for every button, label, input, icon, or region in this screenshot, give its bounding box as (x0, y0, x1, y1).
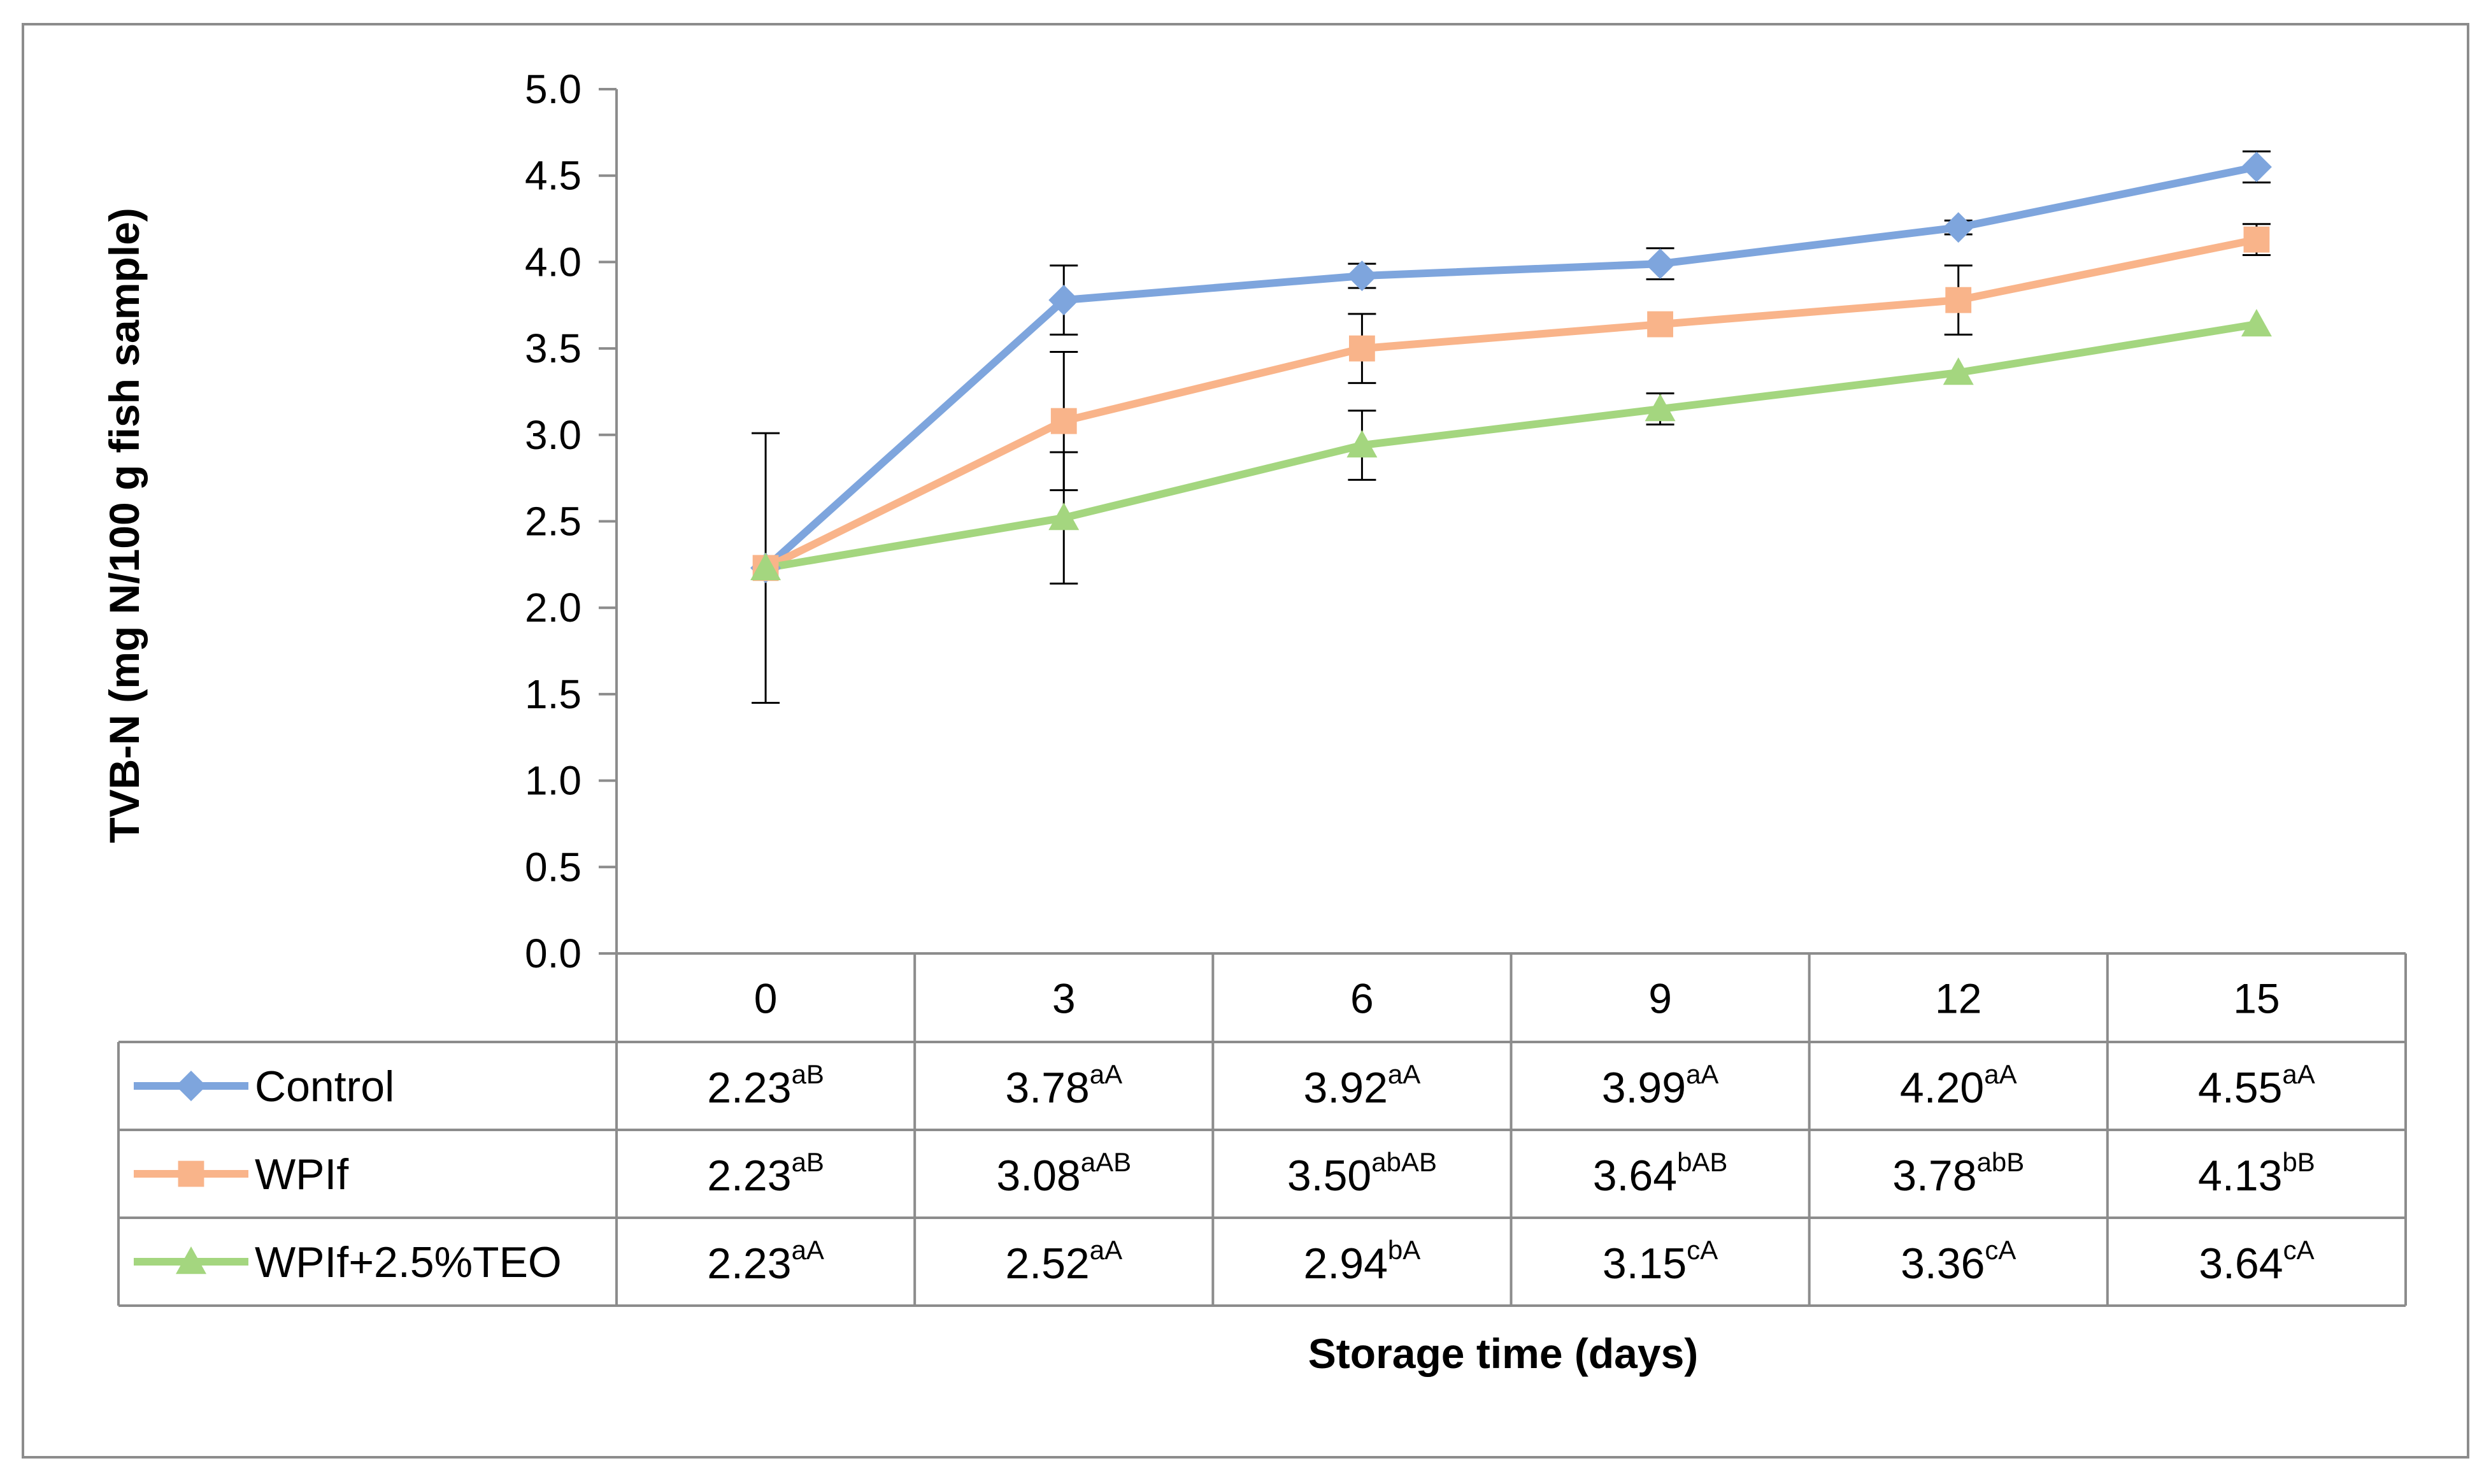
x-tick-label: 12 (1935, 975, 1981, 1022)
significance-superscript: aA (1090, 1059, 1122, 1089)
data-point (1645, 248, 1676, 280)
legend-label: WPIf+2.5%TEO (255, 1238, 562, 1287)
x-tick-label: 0 (754, 975, 778, 1022)
legend-entry: WPIf (134, 1150, 348, 1199)
x-tick-label: 3 (1052, 975, 1076, 1022)
data-point (2241, 152, 2272, 183)
legend-marker (176, 1071, 206, 1101)
significance-superscript: cA (1687, 1235, 1718, 1265)
legend-marker (176, 1246, 206, 1274)
y-tick-label: 2.5 (525, 499, 582, 545)
legend-entry: Control (134, 1062, 394, 1111)
y-axis: 0.0 0.5 1.0 1.5 2.0 2.5 3.0 3.5 4.0 4.5 5.0 (525, 66, 618, 976)
y-tick-label: 0.0 (525, 931, 582, 976)
table-value: 4.20aA (1900, 1059, 2017, 1112)
y-tick-label: 0.5 (525, 844, 582, 890)
legend-label: WPIf (255, 1150, 348, 1199)
data-point (1945, 287, 1972, 313)
legend-marker (178, 1160, 204, 1187)
significance-superscript: abB (1977, 1147, 2025, 1177)
significance-superscript: aA (1388, 1059, 1420, 1089)
table-value: 2.23aA (707, 1235, 824, 1288)
data-point (1349, 335, 1375, 362)
data-point (1048, 503, 1080, 531)
significance-superscript: aA (1090, 1235, 1122, 1265)
table-value: 2.23aB (707, 1059, 824, 1112)
table-value: 2.23aB (707, 1147, 824, 1200)
table-value: 3.92aA (1304, 1059, 1421, 1112)
table-value: 2.94bA (1304, 1235, 1421, 1288)
x-axis-title: Storage time (days) (1308, 1330, 1699, 1377)
significance-superscript: aA (1686, 1059, 1718, 1089)
legend-label: Control (255, 1062, 394, 1111)
table-value: 4.13bB (2198, 1147, 2315, 1200)
significance-superscript: aA (1984, 1059, 2016, 1089)
significance-superscript: bA (1388, 1235, 1420, 1265)
table-value: 3.99aA (1602, 1059, 1719, 1112)
series-line-0 (763, 163, 2258, 571)
table-value: 3.15cA (1602, 1235, 1718, 1288)
x-tick-label: 6 (1350, 975, 1374, 1022)
significance-superscript: aA (2282, 1059, 2315, 1089)
data-point (750, 552, 782, 580)
x-tick-label: 15 (2233, 975, 2280, 1022)
y-tick-label: 5.0 (525, 66, 582, 112)
y-tick-label: 3.5 (525, 325, 582, 371)
y-tick-label: 4.0 (525, 239, 582, 285)
table-value: 3.64bAB (1593, 1147, 1728, 1200)
table-value: 3.08aAB (996, 1147, 1131, 1200)
error-bars (752, 150, 2271, 704)
table-value: 4.55aA (2198, 1059, 2315, 1112)
significance-superscript: abAB (1371, 1147, 1437, 1177)
data-point (1346, 260, 1378, 292)
y-axis-title: TVB-N (mg N/100 g fish sample) (101, 208, 148, 843)
data-point (1048, 285, 1080, 316)
data-point (1943, 212, 1974, 243)
y-tick-label: 1.5 (525, 671, 582, 717)
y-tick-label: 1.0 (525, 758, 582, 804)
x-tick-label: 9 (1648, 975, 1672, 1022)
significance-superscript: bB (2282, 1147, 2315, 1177)
series-markers (750, 152, 2272, 583)
y-tick-label: 4.5 (525, 153, 582, 199)
data-point (2243, 226, 2270, 253)
table-value: 3.36cA (1901, 1235, 2016, 1288)
table-value: 3.50abAB (1287, 1147, 1437, 1200)
table-value: 3.64cA (2199, 1235, 2314, 1288)
significance-superscript: cA (2283, 1235, 2315, 1265)
significance-superscript: bAB (1677, 1147, 1727, 1177)
series-lines (763, 163, 2258, 572)
significance-superscript: aB (792, 1147, 824, 1177)
significance-superscript: aA (792, 1235, 824, 1265)
data-point (1943, 357, 1974, 385)
table-value: 3.78abB (1892, 1147, 2024, 1200)
data-point (1050, 408, 1077, 434)
table-value: 3.78aA (1005, 1059, 1122, 1112)
series-line-2 (765, 320, 2257, 572)
legend-entry: WPIf+2.5%TEO (134, 1238, 562, 1287)
y-tick-label: 2.0 (525, 585, 582, 631)
significance-superscript: cA (1985, 1235, 2016, 1265)
data-point (1647, 311, 1673, 338)
significance-superscript: aAB (1081, 1147, 1131, 1177)
y-tick-label: 3.0 (525, 412, 582, 458)
data-point (1346, 430, 1378, 458)
table-value: 2.52aA (1005, 1235, 1122, 1288)
series-line-1 (764, 236, 2258, 572)
data-point (2241, 309, 2272, 337)
significance-superscript: aB (792, 1059, 824, 1089)
data-point (1645, 394, 1676, 422)
data-table: 0 3 6 9 12 15 Control 2.23aB 3.78aA 3.92aA 3.99aA 4… (117, 952, 2407, 1307)
